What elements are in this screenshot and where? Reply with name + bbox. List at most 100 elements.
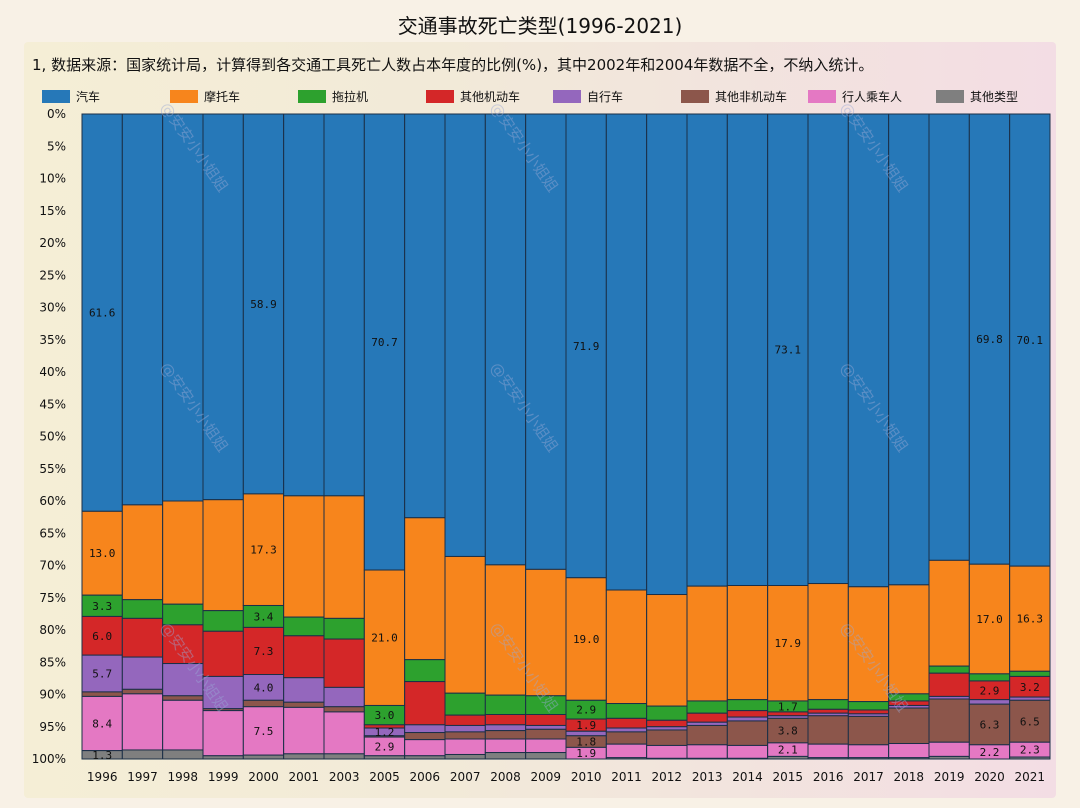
y-tick-label: 90% bbox=[39, 688, 66, 702]
bar-segment bbox=[888, 743, 930, 759]
x-axis: 1996 1997 1998 1999 2000 2001 2003 2005 2006 2007… bbox=[87, 770, 1045, 784]
data-label: 21.0 bbox=[371, 632, 398, 645]
bar-segment bbox=[283, 495, 325, 618]
data-label: 16.3 bbox=[1017, 613, 1044, 626]
bar-segment bbox=[847, 586, 890, 703]
bar-segment bbox=[928, 672, 970, 697]
legend-swatch bbox=[298, 90, 326, 103]
bar-segment bbox=[605, 743, 648, 759]
bar-segment bbox=[928, 665, 970, 674]
bar-segment bbox=[404, 681, 446, 726]
y-tick-label: 5% bbox=[47, 139, 66, 153]
bar-segment bbox=[484, 714, 527, 726]
bar-segment bbox=[807, 743, 849, 759]
bar-segment bbox=[242, 493, 285, 606]
bar-segment bbox=[404, 113, 446, 519]
bar-segment bbox=[121, 113, 164, 506]
bar-segment bbox=[323, 617, 365, 640]
bar-segment bbox=[1009, 670, 1051, 677]
x-tick-label: 2008 bbox=[490, 770, 521, 784]
data-label: 17.0 bbox=[976, 613, 1003, 626]
bar-segment bbox=[847, 715, 890, 746]
x-tick-label: 2009 bbox=[531, 770, 562, 784]
bar-segment bbox=[888, 584, 930, 695]
bar-segment bbox=[525, 113, 567, 570]
bar-segment bbox=[444, 113, 486, 557]
bar-segment bbox=[525, 724, 567, 730]
y-tick-label: 50% bbox=[39, 430, 66, 444]
x-tick-label: 2007 bbox=[450, 770, 481, 784]
bar-segment bbox=[807, 583, 849, 701]
bar-segment bbox=[162, 500, 204, 605]
bar-segment bbox=[444, 555, 486, 694]
y-tick-label: 70% bbox=[39, 559, 66, 573]
bar-segment bbox=[807, 715, 849, 745]
bar-segment bbox=[484, 752, 527, 760]
bar-segment bbox=[444, 753, 486, 760]
bar-segment bbox=[605, 113, 648, 591]
bar-segment bbox=[525, 738, 567, 754]
legend-label: 摩托车 bbox=[204, 89, 240, 104]
data-label: 58.9 bbox=[250, 298, 277, 311]
bar-segment bbox=[81, 654, 123, 693]
y-tick-label: 60% bbox=[39, 494, 66, 508]
bar-segment bbox=[323, 753, 365, 760]
bar-segment bbox=[283, 706, 325, 755]
bar-segment bbox=[605, 731, 648, 745]
bar-segment bbox=[81, 510, 123, 596]
bar-segment bbox=[686, 113, 728, 587]
bar-segment bbox=[484, 724, 527, 732]
bar-segment bbox=[807, 708, 849, 714]
x-tick-label: 2011 bbox=[611, 770, 642, 784]
bar-segment bbox=[1009, 113, 1051, 567]
y-tick-label: 0% bbox=[47, 107, 66, 121]
legend-label: 汽车 bbox=[76, 89, 100, 104]
data-label: 3.3 bbox=[92, 600, 112, 613]
bar-segment bbox=[928, 698, 970, 743]
bar-segment bbox=[605, 703, 648, 719]
data-label: 3.8 bbox=[778, 725, 798, 738]
data-label: 1.3 bbox=[92, 749, 112, 762]
data-label: 2.9 bbox=[980, 684, 1000, 697]
y-tick-label: 40% bbox=[39, 365, 66, 379]
x-tick-label: 2014 bbox=[732, 770, 763, 784]
bar-segment bbox=[605, 589, 648, 705]
bar-segment bbox=[847, 113, 890, 588]
legend-label: 行人乘车人 bbox=[842, 89, 902, 104]
bar-segment bbox=[81, 695, 123, 752]
bar-segment bbox=[767, 113, 809, 586]
x-tick-label: 2017 bbox=[853, 770, 884, 784]
bar-segment bbox=[323, 686, 365, 708]
bar-segment bbox=[121, 599, 164, 619]
bar-segment bbox=[484, 730, 527, 740]
data-label: 69.8 bbox=[976, 333, 1003, 346]
x-tick-label: 2005 bbox=[369, 770, 400, 784]
bar-segment bbox=[283, 113, 325, 497]
data-label: 73.1 bbox=[775, 344, 802, 357]
y-tick-label: 80% bbox=[39, 623, 66, 637]
bar-segment bbox=[847, 701, 890, 711]
bar-segment bbox=[283, 616, 325, 637]
bar-segment bbox=[242, 626, 285, 676]
bar-segment bbox=[726, 585, 769, 701]
x-tick-label: 1996 bbox=[87, 770, 118, 784]
bar-segment bbox=[726, 716, 769, 722]
bar-segment bbox=[726, 699, 769, 712]
bar-segment bbox=[323, 113, 365, 497]
bar-segment bbox=[928, 559, 970, 667]
bar-segment bbox=[605, 727, 648, 733]
data-label: 3.4 bbox=[254, 611, 274, 624]
bar-segment bbox=[202, 630, 244, 677]
bar-segment bbox=[968, 703, 1011, 746]
y-tick-label: 75% bbox=[39, 591, 66, 605]
data-label: 1.2 bbox=[375, 726, 395, 739]
y-tick-label: 10% bbox=[39, 172, 66, 186]
y-tick-label: 15% bbox=[39, 204, 66, 218]
bar-segment bbox=[162, 699, 204, 751]
y-tick-label: 30% bbox=[39, 301, 66, 315]
bar-segment bbox=[646, 729, 688, 746]
bar-segment bbox=[202, 113, 244, 501]
bar-segment bbox=[686, 700, 728, 714]
x-tick-label: 2020 bbox=[974, 770, 1005, 784]
